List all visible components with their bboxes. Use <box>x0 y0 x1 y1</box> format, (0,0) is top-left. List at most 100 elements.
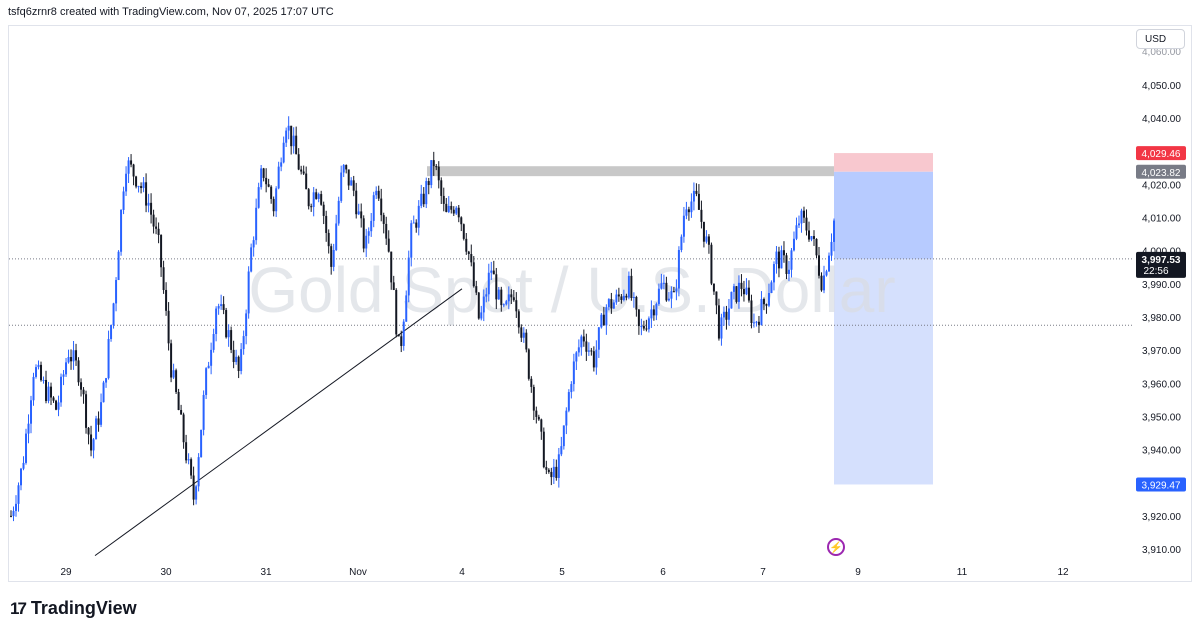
candle-body <box>690 201 693 213</box>
candle-body <box>695 190 698 194</box>
candle-body <box>165 289 168 311</box>
candle-body <box>470 254 473 263</box>
candle-body <box>547 469 550 472</box>
candle-body <box>37 364 40 368</box>
candle-body <box>82 389 85 395</box>
candle-body <box>287 125 290 131</box>
candle-body <box>402 321 405 346</box>
candle-body <box>717 305 720 339</box>
candle-body <box>770 282 773 294</box>
candle-body <box>655 303 658 316</box>
time-tick: 5 <box>559 567 565 578</box>
trend-line <box>94 288 463 557</box>
candle-body <box>570 384 573 393</box>
candle-body <box>360 211 363 219</box>
candle-body <box>755 321 758 323</box>
candle-body <box>582 336 585 342</box>
candle-body <box>47 386 50 401</box>
chart-attribution: tsfq6zrnr8 created with TradingView.com,… <box>8 6 334 18</box>
candle-body <box>820 275 823 291</box>
candle-body <box>815 238 818 256</box>
candle-body <box>397 334 400 337</box>
candle-body <box>377 190 380 199</box>
stop-price-label-bg <box>1136 146 1186 161</box>
candle-body <box>600 314 603 328</box>
candle-body <box>330 246 333 267</box>
candle-body <box>805 217 808 231</box>
candle-body <box>172 370 175 378</box>
candle-body <box>532 386 535 411</box>
candle-body <box>452 209 455 214</box>
candle-body <box>810 236 813 240</box>
candle-body <box>752 322 755 324</box>
candle-body <box>590 350 593 352</box>
candle-body <box>782 250 785 256</box>
candle-body <box>772 264 775 283</box>
price-tick: 3,970.00 <box>1142 346 1181 357</box>
candle-body <box>510 294 513 298</box>
candle-body <box>565 410 568 426</box>
candle-body <box>630 275 633 299</box>
candle-body <box>737 282 740 302</box>
price-tick: 4,020.00 <box>1142 180 1181 191</box>
candle-body <box>652 309 655 316</box>
candle-body <box>310 206 313 208</box>
candle-body <box>340 172 343 201</box>
candle-body <box>525 332 528 350</box>
candle-body <box>350 180 353 186</box>
candle-body <box>687 209 690 213</box>
tradingview-logo[interactable]: 17 TradingView <box>10 598 137 619</box>
candle-body <box>382 215 385 224</box>
candle-body <box>142 182 145 189</box>
candle-body <box>387 238 390 252</box>
candle-body <box>477 292 480 319</box>
price-tick: 3,990.00 <box>1142 280 1181 291</box>
candle-body <box>267 184 270 187</box>
candle-body <box>415 222 418 228</box>
candle-body <box>232 349 235 363</box>
candle-body <box>430 160 433 186</box>
candle-body <box>332 249 335 267</box>
candle-body <box>682 215 685 237</box>
candle-body <box>352 180 355 191</box>
price-tick: 3,950.00 <box>1142 412 1181 423</box>
candle-body <box>440 180 443 196</box>
candle-body <box>227 330 230 338</box>
candle-body <box>242 336 245 350</box>
candle-body <box>237 356 240 372</box>
candle-body <box>765 304 768 306</box>
lightning-icon[interactable]: ⚡ <box>827 538 845 556</box>
candle-body <box>315 192 318 199</box>
candle-body <box>245 313 248 337</box>
candle-body <box>55 400 58 410</box>
candle-body <box>602 314 605 326</box>
candle-body <box>405 295 408 322</box>
candle-body <box>705 236 708 242</box>
candle-body <box>472 262 475 287</box>
candle-body <box>775 251 778 265</box>
currency-selector[interactable]: USD <box>1136 29 1185 49</box>
candle-body <box>807 230 810 240</box>
candle-body <box>367 231 370 236</box>
candle-body <box>335 223 338 250</box>
candle-body <box>257 187 260 208</box>
candle-body <box>307 189 310 207</box>
last-price-label: 3,997.53 <box>1142 255 1181 266</box>
candle-body <box>225 310 228 338</box>
candle-body <box>347 169 350 186</box>
candle-body <box>197 457 200 487</box>
candle-body <box>520 327 523 338</box>
candle-body <box>140 186 143 189</box>
candle-body <box>185 442 188 461</box>
candle-body <box>70 357 73 362</box>
zones-layer <box>427 153 933 485</box>
candle-body <box>320 194 323 205</box>
candle-body <box>762 299 765 305</box>
candle-body <box>670 291 673 299</box>
candle-body <box>812 236 815 239</box>
candle-body <box>10 515 12 517</box>
candle-body <box>187 459 190 461</box>
candle-body <box>785 255 788 274</box>
time-tick: 11 <box>957 567 968 578</box>
